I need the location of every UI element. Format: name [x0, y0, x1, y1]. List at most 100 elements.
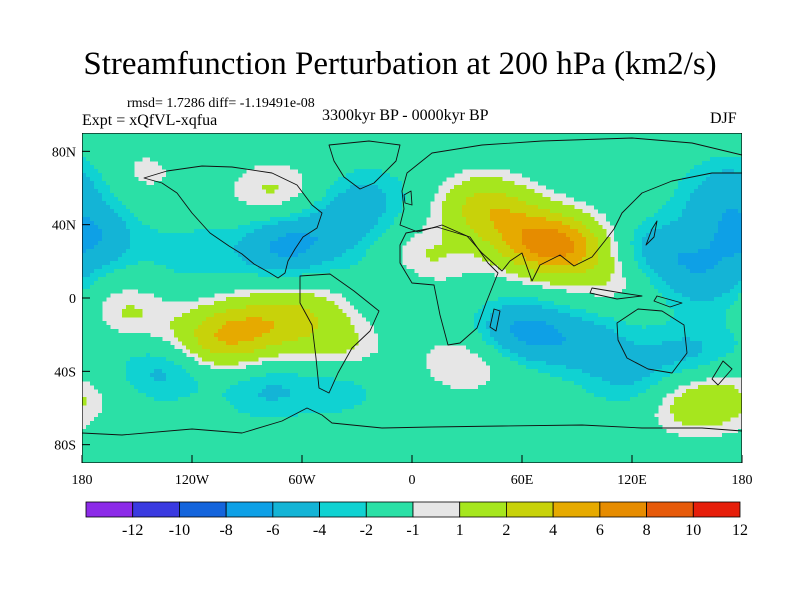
field-cell	[590, 257, 595, 262]
field-cell	[634, 205, 639, 210]
field-cell	[470, 237, 475, 242]
field-cell	[430, 181, 435, 186]
field-cell	[242, 237, 247, 242]
field-cell	[502, 181, 507, 186]
field-cell	[706, 257, 711, 262]
field-cell	[326, 249, 331, 254]
field-cell	[602, 257, 607, 262]
field-cell	[310, 153, 315, 158]
field-cell	[262, 161, 267, 166]
field-cell	[278, 153, 283, 158]
field-cell	[530, 249, 535, 254]
field-cell	[134, 189, 139, 194]
field-cell	[270, 205, 275, 210]
field-cell	[542, 217, 547, 222]
field-cell	[530, 169, 535, 174]
field-cell	[194, 209, 199, 214]
field-cell	[178, 261, 183, 266]
field-cell	[234, 229, 239, 234]
field-cell	[130, 189, 135, 194]
field-cell	[162, 141, 167, 146]
field-cell	[690, 241, 695, 246]
field-cell	[370, 241, 375, 246]
field-cell	[138, 261, 143, 266]
field-cell	[582, 225, 587, 230]
field-cell	[274, 157, 279, 162]
field-cell	[618, 149, 623, 154]
field-cell	[118, 253, 123, 258]
field-cell	[334, 257, 339, 262]
field-cell	[382, 201, 387, 206]
field-cell	[314, 137, 319, 142]
field-cell	[658, 173, 663, 178]
field-cell	[186, 213, 191, 218]
field-cell	[510, 165, 515, 170]
field-cell	[250, 229, 255, 234]
field-cell	[298, 153, 303, 158]
field-cell	[318, 177, 323, 182]
field-cell	[478, 201, 483, 206]
field-cell	[210, 209, 215, 214]
field-cell	[702, 133, 707, 138]
field-cell	[238, 245, 243, 250]
field-cell	[442, 233, 447, 238]
field-cell	[198, 205, 203, 210]
field-cell	[550, 225, 555, 230]
field-cell	[514, 153, 519, 158]
field-cell	[726, 137, 731, 142]
field-cell	[314, 209, 319, 214]
field-cell	[298, 213, 303, 218]
field-cell	[142, 249, 147, 254]
field-cell	[542, 241, 547, 246]
field-cell	[202, 133, 207, 138]
field-cell	[250, 165, 255, 170]
field-cell	[98, 177, 103, 182]
field-cell	[618, 221, 623, 226]
field-cell	[138, 153, 143, 158]
field-cell	[214, 133, 219, 138]
field-cell	[342, 229, 347, 234]
field-cell	[534, 197, 539, 202]
field-cell	[522, 241, 527, 246]
field-cell	[402, 225, 407, 230]
field-cell	[518, 161, 523, 166]
field-cell	[318, 165, 323, 170]
field-cell	[234, 133, 239, 138]
field-cell	[394, 165, 399, 170]
field-cell	[150, 217, 155, 222]
field-cell	[706, 181, 711, 186]
field-cell	[598, 209, 603, 214]
field-cell	[198, 141, 203, 146]
field-cell	[358, 213, 363, 218]
field-cell	[610, 137, 615, 142]
field-cell	[202, 137, 207, 142]
field-cell	[342, 157, 347, 162]
field-cell	[434, 185, 439, 190]
field-cell	[154, 145, 159, 150]
field-cell	[526, 213, 531, 218]
field-cell	[150, 141, 155, 146]
field-cell	[446, 249, 451, 254]
field-cell	[710, 213, 715, 218]
field-cell	[258, 237, 263, 242]
field-cell	[334, 149, 339, 154]
field-cell	[154, 205, 159, 210]
field-cell	[726, 233, 731, 238]
field-cell	[266, 225, 271, 230]
field-cell	[122, 225, 127, 230]
field-cell	[302, 253, 307, 258]
field-cell	[466, 157, 471, 162]
field-cell	[306, 141, 311, 146]
field-cell	[630, 249, 635, 254]
field-cell	[238, 169, 243, 174]
field-cell	[274, 153, 279, 158]
field-cell	[262, 209, 267, 214]
field-cell	[542, 161, 547, 166]
field-cell	[98, 201, 103, 206]
field-cell	[498, 153, 503, 158]
field-cell	[194, 221, 199, 226]
field-cell	[102, 185, 107, 190]
field-cell	[414, 185, 419, 190]
field-cell	[206, 141, 211, 146]
field-cell	[490, 145, 495, 150]
